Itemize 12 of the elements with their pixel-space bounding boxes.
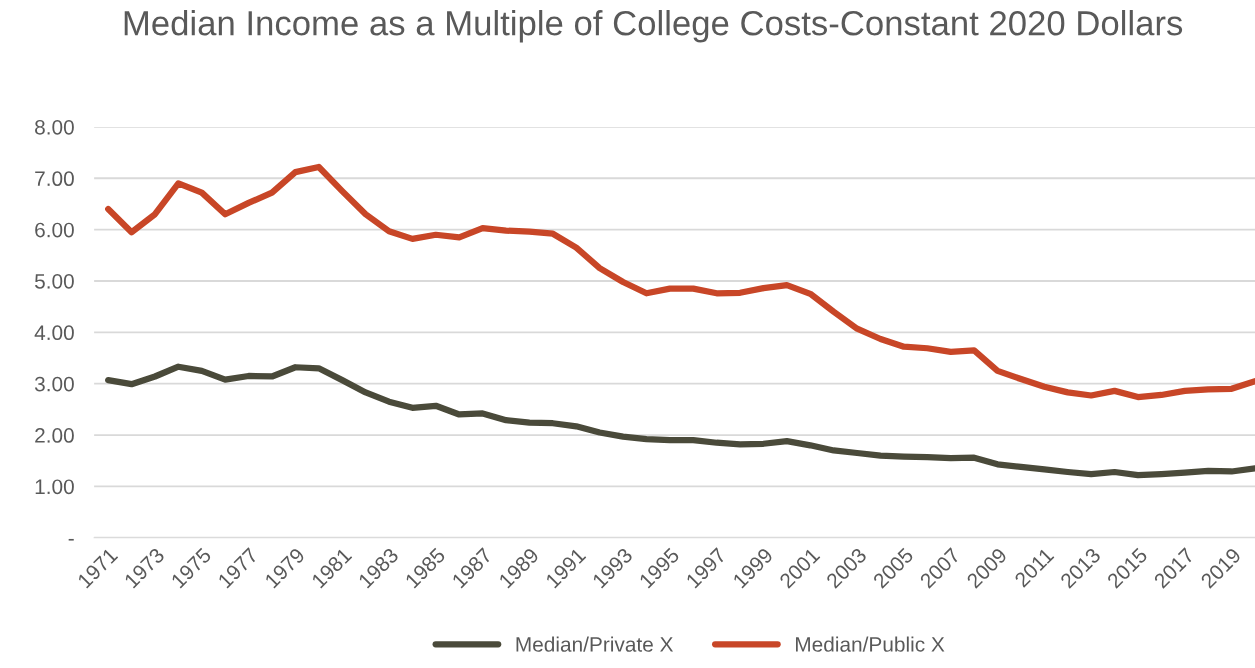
y-tick-label: 4.00 bbox=[34, 325, 74, 341]
y-tick-label: 1.00 bbox=[35, 479, 74, 495]
y-tick-label: 5.00 bbox=[34, 273, 74, 289]
y-tick-label: 8.00 bbox=[35, 119, 74, 135]
y-tick-label: - bbox=[68, 538, 74, 541]
y-tick-label: 6.00 bbox=[35, 222, 74, 238]
y-tick-label: 2.00 bbox=[35, 428, 74, 443]
legend-label: Median/Private X bbox=[516, 636, 674, 652]
chart-title: Median Income as a Multiple of College Costs-Constant 2020 Dollars bbox=[124, 10, 1183, 43]
legend-label: Median/Public X bbox=[796, 636, 945, 652]
y-tick-label: 7.00 bbox=[35, 171, 74, 187]
y-tick-label: 3.00 bbox=[34, 376, 74, 392]
